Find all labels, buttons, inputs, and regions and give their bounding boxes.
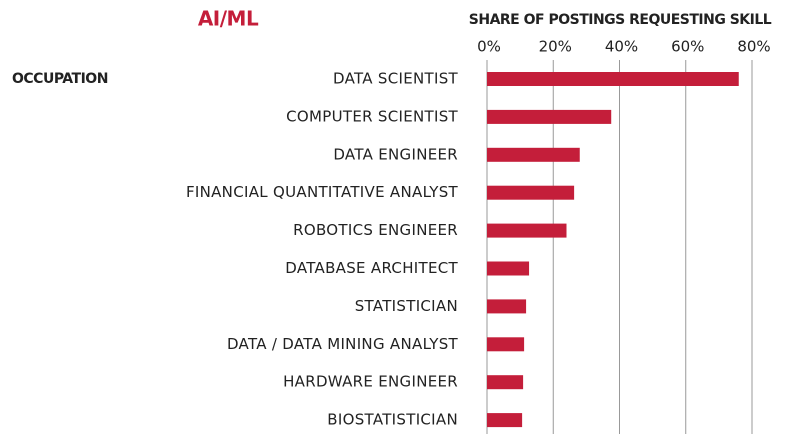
bar	[487, 299, 527, 314]
bar	[487, 147, 580, 162]
y-tick-label: DATABASE ARCHITECT	[285, 259, 458, 277]
y-tick-label: STATISTICIAN	[355, 297, 458, 315]
x-tick-label: 80%	[737, 38, 770, 56]
bar	[487, 261, 530, 276]
x-axis-title: SHARE OF POSTINGS REQUESTING SKILL	[469, 12, 772, 28]
bar	[487, 375, 524, 390]
y-tick-label: HARDWARE ENGINEER	[283, 373, 458, 391]
bar	[487, 337, 525, 352]
y-tick-label: DATA / DATA MINING ANALYST	[227, 335, 459, 353]
x-tick-label: 60%	[671, 38, 704, 56]
x-tick-label: 0%	[477, 38, 501, 56]
bar	[487, 223, 567, 238]
y-tick-label: COMPUTER SCIENTIST	[286, 107, 458, 125]
y-tick-label: ROBOTICS ENGINEER	[293, 221, 458, 239]
bar	[487, 109, 612, 124]
chart-title: AI/ML	[198, 7, 259, 31]
x-tick-label: 20%	[539, 38, 572, 56]
bar	[487, 185, 575, 200]
bar	[487, 72, 739, 86]
y-tick-label: DATA SCIENTIST	[333, 70, 459, 88]
y-tick-label: FINANCIAL QUANTITATIVE ANALYST	[186, 183, 459, 201]
bar	[487, 413, 523, 428]
y-tick-label: BIOSTATISTICIAN	[327, 411, 458, 429]
y-tick-label: DATA ENGINEER	[333, 145, 458, 163]
y-axis-title: OCCUPATION	[12, 71, 108, 87]
x-tick-label: 40%	[605, 38, 638, 56]
